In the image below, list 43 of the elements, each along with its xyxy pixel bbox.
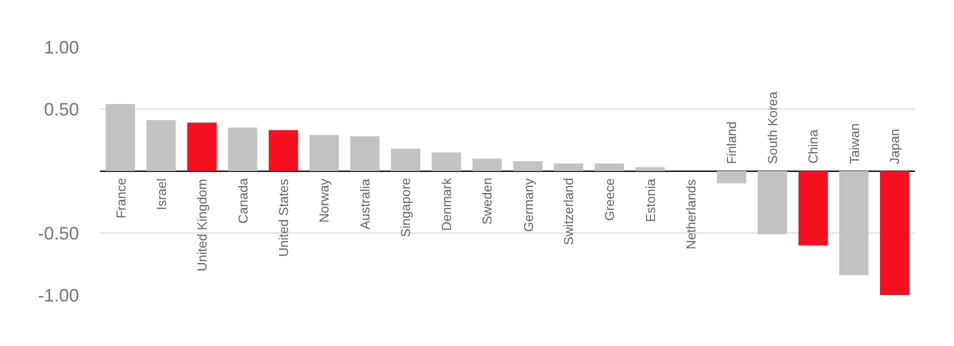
bar	[758, 171, 788, 234]
y-tick-label: -0.50	[38, 223, 79, 244]
bar	[268, 130, 298, 171]
bar	[106, 104, 136, 171]
x-tick-label: Sweden	[480, 178, 495, 225]
bar	[309, 135, 339, 171]
bar	[554, 164, 584, 171]
x-tick-label: South Korea	[764, 90, 780, 164]
bar	[146, 120, 176, 171]
x-tick-label: United States	[276, 178, 291, 257]
y-tick-label: 1.00	[44, 37, 79, 58]
x-tick-label: Australia	[357, 178, 372, 230]
x-tick-label: Netherlands	[683, 178, 698, 250]
bar	[880, 171, 910, 295]
x-tick-label: Denmark	[438, 178, 454, 231]
bar	[187, 122, 217, 171]
bar	[635, 167, 665, 171]
bar	[390, 148, 420, 171]
x-tick-label: Switzerland	[561, 178, 576, 246]
bar	[472, 158, 502, 171]
x-tick-label: Estonia	[643, 178, 658, 222]
x-tick-label: Singapore	[398, 178, 414, 238]
x-tick-label: Norway	[316, 178, 332, 223]
bar	[228, 128, 258, 171]
x-tick-label: United Kingdom	[194, 178, 210, 272]
x-tick-label: Canada	[236, 177, 251, 224]
bar	[594, 164, 624, 171]
bar	[432, 152, 462, 171]
bar	[839, 171, 869, 276]
x-tick-label: France	[113, 178, 128, 218]
bar	[798, 171, 828, 246]
bar	[350, 136, 380, 171]
y-tick-label: -1.00	[38, 285, 79, 306]
x-tick-label: Taiwan	[846, 123, 862, 164]
x-tick-label: Germany	[520, 178, 536, 232]
y-tick-label: 0.50	[44, 99, 79, 120]
bar	[513, 161, 543, 171]
x-tick-label: Finland	[724, 121, 740, 164]
x-tick-label: Japan	[887, 128, 902, 164]
x-tick-label: China	[806, 128, 821, 164]
x-tick-label: Israel	[154, 178, 170, 210]
bar	[716, 171, 746, 184]
x-tick-label: Greece	[602, 178, 617, 221]
